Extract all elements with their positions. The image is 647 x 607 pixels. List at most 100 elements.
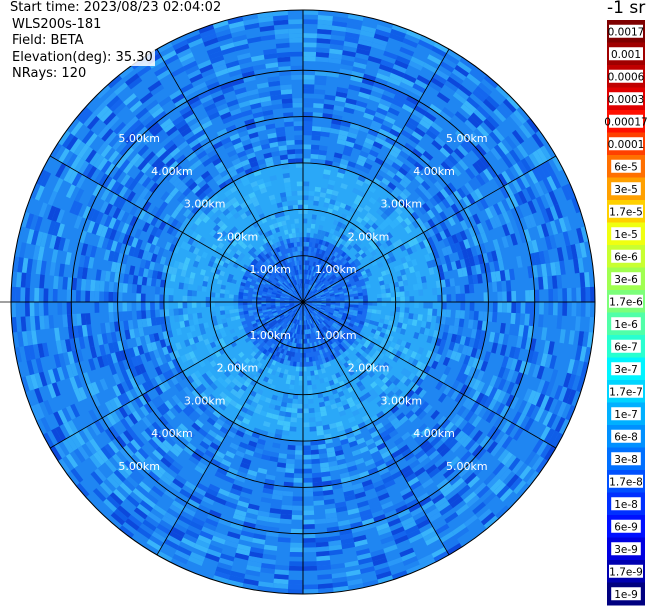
heatmap-cell <box>358 295 364 300</box>
heatmap-cell <box>374 28 391 38</box>
heatmap-cell <box>314 277 319 283</box>
heatmap-cell <box>381 394 390 403</box>
heatmap-cell <box>489 375 498 387</box>
heatmap-cell <box>364 268 371 274</box>
heatmap-cell <box>441 331 449 341</box>
heatmap-cell <box>309 265 313 271</box>
heatmap-cell <box>531 133 545 149</box>
heatmap-cell <box>483 472 496 486</box>
heatmap-cell <box>440 161 452 172</box>
heatmap-cell <box>316 268 320 274</box>
heatmap-cell <box>348 345 355 352</box>
heatmap-cell <box>368 94 382 103</box>
heatmap-cell <box>352 66 366 74</box>
heatmap-cell <box>512 427 524 441</box>
heatmap-cell <box>355 194 364 202</box>
heatmap-cell <box>329 43 344 51</box>
heatmap-cell <box>340 264 347 270</box>
heatmap-cell <box>472 213 481 225</box>
heatmap-cell <box>475 329 482 340</box>
heatmap-cell <box>404 254 412 263</box>
heatmap-cell <box>431 122 444 133</box>
heatmap-cell <box>378 204 387 213</box>
heatmap-cell <box>371 222 379 230</box>
heatmap-cell <box>344 297 350 300</box>
heatmap-cell <box>428 467 441 479</box>
heatmap-cell <box>344 204 352 212</box>
heatmap-cell <box>462 195 472 207</box>
heatmap-cell <box>402 175 412 185</box>
heatmap-cell <box>466 134 479 147</box>
heatmap-cell <box>319 329 324 335</box>
heatmap-cell <box>443 185 453 196</box>
heatmap-cell <box>309 291 313 296</box>
heatmap-cell <box>310 293 315 297</box>
heatmap-cell <box>390 405 400 414</box>
heatmap-cell <box>399 286 405 292</box>
heatmap-cell <box>366 312 372 317</box>
heatmap-cell <box>310 307 315 311</box>
heatmap-cell <box>313 247 318 253</box>
heatmap-cell <box>343 344 349 351</box>
heatmap-cell <box>347 266 354 272</box>
heatmap-cell <box>401 431 411 441</box>
heatmap-cell <box>526 240 535 254</box>
heatmap-cell <box>370 250 377 257</box>
heatmap-cell <box>437 294 443 302</box>
heatmap-cell <box>471 176 482 189</box>
heatmap-cell <box>343 310 349 314</box>
heatmap-cell <box>476 359 484 371</box>
heatmap-cell <box>505 196 515 210</box>
heatmap-cell <box>391 24 408 34</box>
heatmap-cell <box>323 319 329 324</box>
heatmap-cell <box>407 356 415 365</box>
heatmap-cell <box>493 144 506 158</box>
heatmap-cell <box>311 276 315 281</box>
heatmap-cell <box>414 144 426 155</box>
heatmap-cell <box>580 287 586 302</box>
heatmap-cell <box>459 310 465 319</box>
heatmap-cell <box>411 211 420 221</box>
heatmap-cell <box>402 262 409 270</box>
heatmap-cell <box>330 343 336 349</box>
heatmap-cell <box>326 188 333 195</box>
heatmap-cell <box>414 407 424 417</box>
heatmap-cell <box>358 384 366 392</box>
heatmap-cell <box>437 346 445 356</box>
heatmap-cell <box>511 179 522 193</box>
heatmap-cell <box>357 154 368 163</box>
heatmap-cell <box>375 208 384 216</box>
heatmap-cell <box>584 271 590 288</box>
heatmap-cell <box>385 364 393 373</box>
heatmap-cell <box>358 395 367 403</box>
heatmap-cell <box>499 270 506 282</box>
heatmap-cell <box>342 149 352 157</box>
heatmap-cell <box>367 185 377 194</box>
heatmap-cell <box>344 261 350 267</box>
heatmap-cell <box>455 503 470 516</box>
heatmap-cell <box>323 169 331 176</box>
heatmap-cell <box>469 302 475 311</box>
heatmap-cell <box>341 325 348 330</box>
heatmap-cell <box>504 269 511 281</box>
heatmap-cell <box>423 404 433 414</box>
heatmap-cell <box>380 270 387 277</box>
heatmap-cell <box>527 390 537 404</box>
heatmap-cell <box>465 424 476 437</box>
heatmap-cell <box>427 218 436 228</box>
heatmap-cell <box>330 348 336 355</box>
heatmap-cell <box>463 386 473 398</box>
heatmap-cell <box>378 128 390 137</box>
heatmap-cell <box>376 24 392 34</box>
heatmap-cell <box>318 263 322 269</box>
heatmap-cell <box>476 125 489 138</box>
heatmap-cell <box>345 318 351 323</box>
heatmap-cell <box>411 258 418 267</box>
heatmap-cell <box>319 234 325 241</box>
heatmap-cell <box>510 358 518 371</box>
heatmap-cell <box>384 197 393 206</box>
heatmap-cell <box>442 143 454 155</box>
heatmap-cell <box>395 350 403 358</box>
heatmap-cell <box>435 380 444 391</box>
heatmap-cell <box>530 405 541 420</box>
